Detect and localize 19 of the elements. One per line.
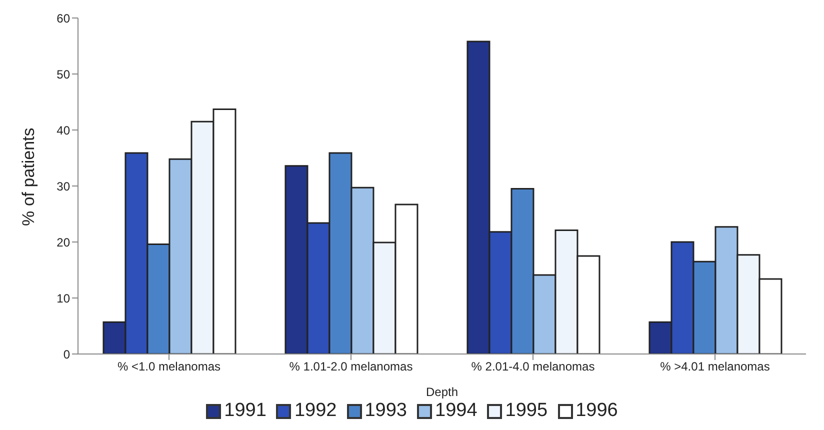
x-axis-title: Depth [426, 385, 458, 399]
x-tick-label: % <1.0 melanomas [117, 360, 221, 374]
legend-label: 1991 [224, 400, 266, 422]
y-tick-label: 40 [56, 123, 70, 138]
y-tick-label: 20 [56, 235, 70, 250]
y-tick-label: 10 [56, 291, 70, 306]
y-tick-label: 60 [56, 11, 70, 26]
x-tick-label: % 1.01-2.0 melanomas [289, 360, 413, 374]
legend-label: 1993 [364, 400, 407, 422]
text: 1995 [505, 400, 548, 422]
text: 1996 [576, 400, 618, 422]
legend-label: 1992 [294, 400, 337, 422]
y-tick-label: 30 [56, 179, 70, 194]
x-tick-label: % 2.01-4.0 melanomas [471, 360, 595, 374]
y-tick-label: 50 [56, 67, 70, 82]
y-axis-title: % of patients [19, 128, 38, 226]
x-tick-label: % >4.01 melanomas [660, 360, 770, 374]
legend-label: 1994 [435, 400, 478, 422]
y-tick-label: 0 [63, 347, 70, 362]
